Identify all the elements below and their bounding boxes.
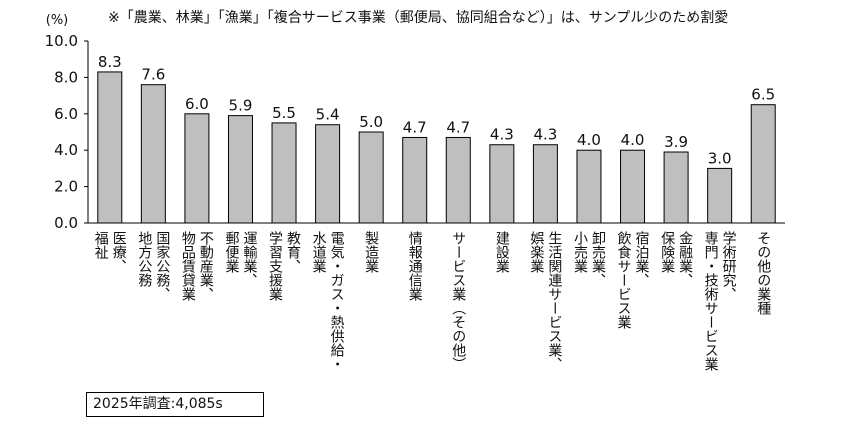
bar: [315, 124, 341, 224]
value-label: 5.0: [359, 113, 383, 131]
x-category-label: 建設業: [494, 231, 510, 273]
bar: [402, 136, 428, 224]
x-category-label: 専門・技術サービス業: [703, 231, 719, 371]
x-category-label: 製造業: [363, 231, 379, 273]
bar: [489, 144, 515, 224]
x-category-label: 娯楽業: [528, 231, 544, 273]
value-label: 5.4: [316, 106, 340, 124]
x-category-label: 学習支援業: [267, 231, 283, 301]
x-category-label: 金融業、: [677, 231, 693, 287]
x-category-label: 情報通信業: [407, 231, 423, 301]
x-category-label: 郵便業: [223, 231, 239, 273]
value-label: 6.5: [751, 86, 775, 104]
bar: [445, 136, 471, 224]
x-category-label: 宿泊業、: [634, 230, 650, 287]
bar: [184, 113, 210, 224]
x-category-label: 国家公務、: [154, 231, 170, 301]
value-label: 8.3: [98, 53, 122, 71]
x-category-label: 保険業: [659, 231, 675, 273]
x-category-label: 医療、: [111, 231, 127, 273]
y-axis: 0.0 2.0 4.0 6.0 8.0 10.0: [45, 32, 785, 232]
bar: [358, 131, 384, 224]
x-category-label: 生活関連サービス業、: [546, 231, 562, 371]
value-label: 5.5: [272, 104, 296, 122]
x-category-label: 学術研究、: [721, 231, 737, 301]
value-label: 4.7: [403, 118, 427, 136]
bar: [750, 104, 776, 224]
value-label: 4.3: [533, 126, 557, 144]
value-label: 4.7: [446, 118, 470, 136]
x-category-label: 物品賃貸業: [180, 231, 196, 301]
value-label: 3.9: [664, 133, 688, 151]
bar: [707, 167, 733, 224]
bar: [663, 151, 689, 224]
sample-size-box: 2025年調査:4,085s: [86, 392, 264, 417]
bar: [576, 149, 602, 224]
value-label: 3.0: [708, 149, 732, 167]
x-category-label: その他の業種: [755, 231, 771, 315]
value-label: 4.0: [577, 131, 601, 149]
y-tick-label: 4.0: [54, 141, 78, 159]
y-tick-label: 10.0: [45, 32, 78, 50]
x-category-label: 水道業: [311, 231, 327, 273]
y-unit-label: (%): [46, 13, 69, 28]
y-tick-label: 6.0: [54, 105, 78, 123]
x-category-label: 教育、: [285, 231, 301, 273]
value-label: 4.3: [490, 126, 514, 144]
value-label: 5.9: [229, 97, 253, 115]
value-label: 7.6: [141, 66, 165, 84]
bar: [620, 149, 646, 224]
bar: [97, 71, 123, 224]
x-category-label: 電気・ガス・熱供給・: [329, 231, 345, 371]
value-label: 6.0: [185, 95, 209, 113]
x-category-label: 不動産業、: [198, 231, 214, 301]
x-category-label: サービス業（その他）: [450, 231, 466, 371]
x-category-label: 福祉: [93, 231, 109, 260]
bars: 8.3 7.6 6.0 5.9 5.5 5.4 5.0 4.7 4.7 4.3 4.3 4.0 4.0 3…: [97, 53, 776, 224]
bar: [532, 144, 558, 224]
y-tick-label: 0.0: [54, 214, 78, 232]
category-labels: 医療、福祉 国家公務、地方公務 不動産業、物品賃貸業 運輸業、郵便業 教育、学習支援業 電…: [93, 230, 771, 371]
y-tick-label: 2.0: [54, 178, 78, 196]
x-category-label: 地方公務: [136, 231, 152, 288]
x-category-label: 運輸業、: [241, 231, 257, 287]
bar: [140, 84, 166, 224]
value-label: 4.0: [621, 131, 645, 149]
footnote: ※「農業、林業」「漁業」「複合サービス事業（郵便局、協同組合など）」は、サンプル…: [108, 10, 729, 26]
bar: [227, 115, 253, 224]
bar: [271, 122, 297, 224]
x-category-label: 小売業: [572, 231, 588, 273]
x-category-label: 飲食サービス業: [616, 231, 632, 329]
y-tick-label: 8.0: [54, 68, 78, 86]
x-category-label: 卸売業、: [590, 231, 606, 287]
